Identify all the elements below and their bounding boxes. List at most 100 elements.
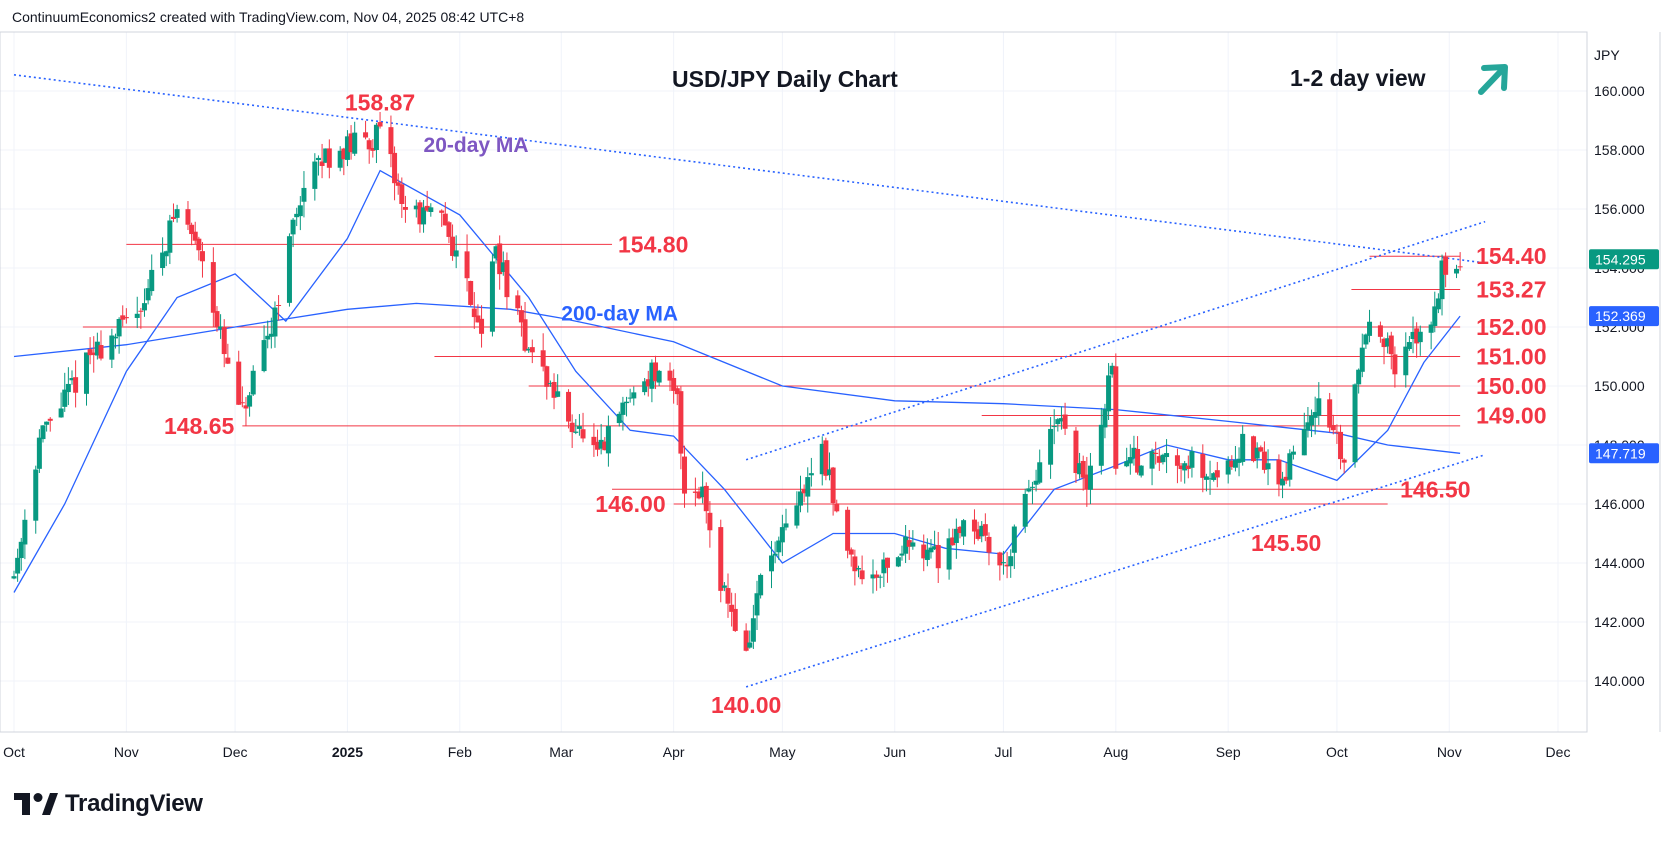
candle-body	[1138, 465, 1144, 476]
candle-body	[997, 552, 1003, 566]
candle-body	[852, 556, 858, 572]
candle-body	[1062, 414, 1068, 429]
y-tick-label: 156.000	[1594, 201, 1645, 217]
level-label: 152.00	[1476, 314, 1546, 340]
candle-body	[1124, 461, 1130, 467]
tradingview-logo-text: TradingView	[65, 790, 203, 817]
candle-body	[1359, 347, 1365, 372]
annotation-label: 20-day MA	[424, 134, 529, 157]
candle-body	[910, 542, 916, 547]
annotation-label: 140.00	[711, 692, 781, 718]
price-tag-value: 154.295	[1595, 251, 1646, 267]
candle-body	[138, 310, 144, 312]
candle-body	[214, 311, 220, 328]
candle-body	[326, 148, 332, 168]
candle-body	[845, 509, 851, 551]
candle-body	[1457, 266, 1463, 268]
candle-body	[1251, 436, 1257, 462]
candle-body	[1022, 493, 1028, 527]
candle-body	[870, 574, 876, 579]
candle-body	[1367, 321, 1373, 336]
x-tick-label: Apr	[663, 744, 685, 760]
level-label: 154.80	[618, 231, 688, 257]
candle-body	[1026, 488, 1032, 492]
candle-body	[855, 568, 861, 570]
candle-body	[11, 576, 17, 579]
candle-body	[953, 528, 959, 543]
candle-body	[392, 152, 398, 184]
level-label: 151.00	[1476, 344, 1546, 370]
level-label: 154.40	[1476, 243, 1546, 269]
candle-body	[145, 288, 151, 301]
candle-body	[366, 140, 372, 150]
chart-annotations: 154.80 154.40 153.27 152.00 151.00 150.00 149.…	[164, 89, 1547, 718]
candle-body	[413, 205, 419, 210]
candle-body	[656, 370, 662, 383]
candle-body	[1178, 465, 1184, 470]
candle-body	[1211, 473, 1217, 480]
candle-body	[1316, 398, 1322, 416]
candle-body	[421, 207, 427, 225]
candle-body	[707, 512, 713, 531]
candle-body	[1327, 399, 1333, 428]
candle-body	[1189, 451, 1195, 468]
candle-body	[1312, 412, 1318, 418]
candle-body	[1236, 458, 1242, 463]
candle-body	[446, 222, 452, 237]
x-tick-label: May	[769, 744, 795, 760]
view-label: 1-2 day view	[1290, 65, 1426, 91]
y-tick-label: 146.000	[1594, 496, 1645, 512]
x-tick-label: Nov	[1437, 744, 1462, 760]
candle-body	[645, 379, 651, 387]
candle-body	[1153, 452, 1159, 454]
candle-body	[1287, 453, 1293, 480]
candle-body	[801, 489, 807, 494]
candle-body	[1207, 478, 1213, 480]
candle-body	[1417, 331, 1423, 343]
candle-body	[624, 401, 630, 404]
candle-body	[1033, 480, 1039, 485]
candle-body	[881, 559, 887, 574]
candle-body	[199, 251, 205, 262]
y-tick-label: 140.000	[1594, 673, 1645, 689]
moving-average-line	[13, 169, 1461, 593]
candle-body	[620, 402, 626, 415]
candle-body	[732, 608, 738, 631]
candle-body	[540, 350, 546, 367]
candle-body	[18, 541, 24, 559]
candle-body	[294, 213, 300, 218]
candle-body	[134, 313, 140, 318]
candle-body	[69, 378, 75, 381]
candle-body	[98, 345, 104, 359]
candle-body	[160, 252, 166, 269]
candle-body	[479, 318, 485, 334]
tradingview-logo[interactable]: TradingView	[14, 790, 203, 818]
candle-body	[22, 519, 28, 545]
candle-body	[1363, 334, 1369, 345]
candle-body	[1000, 562, 1006, 564]
candle-body	[395, 182, 401, 186]
candle-body	[1149, 451, 1155, 469]
candle-body	[1077, 463, 1083, 475]
candle-body	[725, 588, 731, 604]
candlesticks	[11, 112, 1463, 652]
candle-body	[830, 467, 836, 504]
candle-body	[1102, 409, 1108, 428]
candle-body	[120, 315, 126, 320]
candle-body	[769, 555, 775, 572]
candle-body	[1443, 256, 1449, 275]
candle-body	[261, 340, 267, 372]
candle-body	[402, 206, 408, 210]
plot-frame	[0, 31, 1588, 733]
candle-body	[616, 413, 622, 424]
candle-body	[399, 184, 405, 204]
candle-body	[529, 347, 535, 353]
candle-body	[1265, 463, 1271, 470]
currency-label: JPY	[1594, 47, 1620, 63]
candle-body	[924, 549, 930, 560]
candle-body	[1058, 418, 1064, 422]
candle-body	[167, 220, 173, 253]
candle-body	[1164, 453, 1170, 458]
candle-body	[297, 205, 303, 217]
